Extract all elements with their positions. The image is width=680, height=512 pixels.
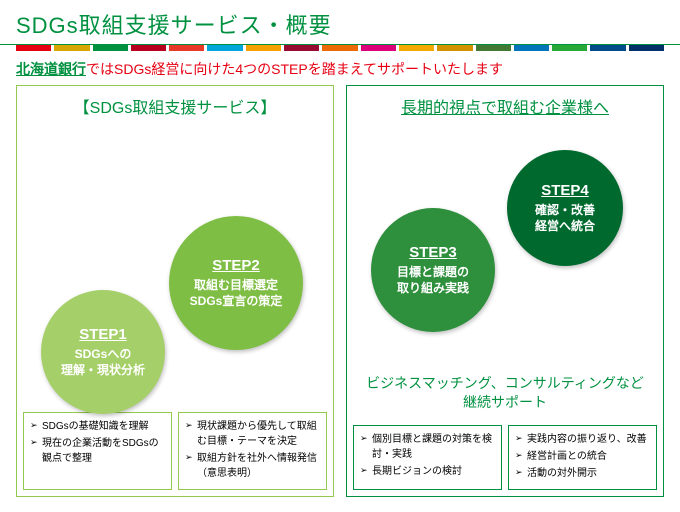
step-label: STEP4 [541,182,589,199]
left-bullet-row: SDGsの基礎知識を理解現在の企業活動をSDGsの観点で整理現状課題から優先して… [17,412,333,496]
step3-circle: STEP3 目標と課題の 取り組み実践 [371,208,495,332]
bullet-box: SDGsの基礎知識を理解現在の企業活動をSDGsの観点で整理 [23,412,172,490]
left-panel: 【SDGs取組支援サービス】 STEP1 SDGsへの 理解・現状分析 STEP2 取… [16,85,334,497]
step-desc: 確認・改善 経営へ統合 [535,203,595,234]
bullet-item: 個別目標と課題の対策を検討・実践 [360,432,495,462]
color-segment [207,45,242,51]
bullet-box: 現状課題から優先して取組む目標・テーマを決定取組方針を社外へ情報発信（意思表明） [178,412,327,490]
step-desc: 目標と課題の 取り組み実践 [397,265,469,296]
subtitle: 北海道銀行ではSDGs経営に向けた4つのSTEPを踏まえてサポートいたします [0,51,680,85]
color-segment [322,45,357,51]
color-segment [284,45,319,51]
right-bullet-row: 個別目標と課題の対策を検討・実践長期ビジョンの検討実践内容の振り返り、改善経営計… [347,425,663,496]
step-desc: SDGsへの 理解・現状分析 [61,347,145,378]
bullet-item: 長期ビジョンの検討 [360,464,495,479]
bullet-box: 個別目標と課題の対策を検討・実践長期ビジョンの検討 [353,425,502,490]
bullet-box: 実践内容の振り返り、改善経営計画との統合活動の対外開示 [508,425,657,490]
bullet-item: 実践内容の振り返り、改善 [515,432,650,447]
color-segment [131,45,166,51]
bank-name: 北海道銀行 [16,61,86,77]
color-segment [54,45,89,51]
bullet-item: SDGsの基礎知識を理解 [30,419,165,434]
step-desc: 取組む目標選定 SDGs宣言の策定 [190,278,283,309]
left-panel-title: 【SDGs取組支援サービス】 [17,86,333,120]
color-segment [93,45,128,51]
color-segment [629,45,664,51]
color-segment [476,45,511,51]
color-segment [514,45,549,51]
color-segment [246,45,281,51]
bullet-item: 現状課題から優先して取組む目標・テーマを決定 [185,419,320,449]
color-segment [16,45,51,51]
subtitle-rest: ではSDGs経営に向けた4つのSTEPを踏まえてサポートいたします [86,61,503,77]
color-segment [437,45,472,51]
color-segment [169,45,204,51]
step-label: STEP3 [409,244,457,261]
step1-circle: STEP1 SDGsへの 理解・現状分析 [41,290,165,414]
step-label: STEP2 [212,257,260,274]
step4-circle: STEP4 確認・改善 経営へ統合 [507,150,623,266]
right-panel-title: 長期的視点で取組む企業様へ [347,86,663,120]
support-text: ビジネスマッチング、コンサルティングなど 継続サポート [347,368,663,421]
color-segment [399,45,434,51]
panel-row: 【SDGs取組支援サービス】 STEP1 SDGsへの 理解・現状分析 STEP2 取… [0,85,680,505]
color-segment [552,45,587,51]
color-segment [361,45,396,51]
left-circle-area: STEP1 SDGsへの 理解・現状分析 STEP2 取組む目標選定 SDGs宣言の策… [17,120,333,412]
step-label: STEP1 [79,326,127,343]
color-segment [590,45,625,51]
right-circle-area: ビジネスマッチング、コンサルティングなど 継続サポート STEP3 目標と課題の … [347,120,663,425]
step2-circle: STEP2 取組む目標選定 SDGs宣言の策定 [169,216,303,350]
right-panel: 長期的視点で取組む企業様へ ビジネスマッチング、コンサルティングなど 継続サポー… [346,85,664,497]
bullet-item: 取組方針を社外へ情報発信（意思表明） [185,451,320,481]
bullet-item: 現在の企業活動をSDGsの観点で整理 [30,436,165,466]
bullet-item: 活動の対外開示 [515,466,650,481]
bullet-item: 経営計画との統合 [515,449,650,464]
page-title: SDGs取組支援サービス・概要 [0,0,680,45]
sdg-color-bar [16,45,664,51]
